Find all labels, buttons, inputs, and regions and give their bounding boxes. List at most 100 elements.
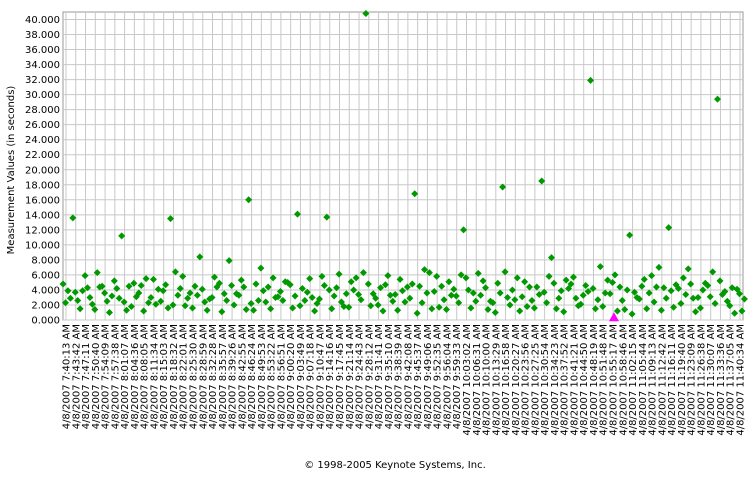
x-tick-label: 4/8/2007 11:40:34 AM: [736, 324, 747, 436]
data-point: [464, 286, 472, 294]
data-point: [88, 300, 96, 308]
data-point: [103, 297, 111, 305]
x-tick-label: 4/8/2007 7:40:13 AM: [62, 324, 73, 429]
data-point: [213, 283, 221, 291]
data-point: [115, 294, 123, 302]
data-point: [684, 265, 692, 273]
x-tick-label: 4/8/2007 8:49:53 AM: [257, 324, 268, 429]
data-point: [125, 282, 133, 290]
data-point: [120, 298, 128, 306]
data-point: [186, 289, 194, 297]
data-point: [384, 272, 392, 280]
data-point: [203, 306, 211, 314]
x-tick-label: 4/8/2007 8:56:51 AM: [276, 324, 287, 429]
data-point: [599, 302, 607, 310]
data-point: [167, 215, 175, 223]
data-point: [381, 281, 389, 289]
y-tick-label: 12.000: [25, 225, 60, 236]
data-point: [79, 287, 87, 295]
data-point: [279, 296, 287, 304]
data-point: [162, 281, 170, 289]
data-point: [584, 287, 592, 295]
footer: © 1998-2005 Keynote Systems, Inc.: [304, 460, 486, 471]
data-point: [269, 274, 277, 282]
x-tick-label: 4/8/2007 9:56:04 AM: [442, 324, 453, 429]
data-point: [71, 288, 79, 296]
data-point: [154, 285, 162, 293]
data-point: [64, 287, 72, 295]
data-point: [499, 183, 507, 191]
x-tick-label: 4/8/2007 9:10:47 AM: [315, 324, 326, 429]
data-point: [257, 264, 265, 272]
data-point: [169, 301, 177, 309]
data-point: [377, 284, 385, 292]
data-point: [626, 231, 634, 239]
data-point: [640, 275, 648, 283]
data-point: [323, 213, 331, 221]
data-point: [208, 293, 216, 301]
data-point: [440, 296, 448, 304]
y-tick-label: 32.000: [25, 75, 60, 86]
data-point: [474, 269, 482, 277]
x-tick-label: 4/8/2007 8:08:05 AM: [140, 324, 151, 429]
data-point: [430, 287, 438, 295]
data-point: [145, 299, 153, 307]
data-point: [628, 310, 636, 318]
x-tick-label: 4/8/2007 10:27:25 AM: [530, 324, 541, 436]
data-point: [665, 224, 673, 232]
data-point: [655, 263, 663, 271]
data-point: [201, 298, 209, 306]
x-tick-label: 4/8/2007 7:47:11 AM: [81, 324, 92, 429]
data-point: [230, 301, 238, 309]
data-point: [362, 10, 370, 18]
x-tick-label: 4/8/2007 11:09:13 AM: [648, 324, 659, 436]
data-point: [736, 290, 744, 298]
data-point: [608, 312, 619, 322]
x-tick-label: 4/8/2007 9:00:20 AM: [286, 324, 297, 429]
data-point: [682, 290, 690, 298]
x-tick-label: 4/8/2007 8:15:03 AM: [159, 324, 170, 429]
data-point: [496, 289, 504, 297]
data-point: [301, 296, 309, 304]
x-tick-label: 4/8/2007 9:31:41 AM: [374, 324, 385, 429]
x-tick-label: 4/8/2007 10:16:58 AM: [501, 324, 512, 436]
data-point: [425, 269, 433, 277]
x-tick-label: 4/8/2007 11:02:15 AM: [628, 324, 639, 436]
data-point: [711, 299, 719, 307]
data-point: [442, 305, 450, 313]
y-tick-label: 34.000: [25, 60, 60, 71]
data-point: [389, 297, 397, 305]
y-tick-label: 14.000: [25, 210, 60, 221]
data-point: [262, 298, 270, 306]
data-point: [582, 281, 590, 289]
data-point: [113, 284, 121, 292]
data-point: [469, 289, 477, 297]
data-point: [174, 291, 182, 299]
data-point: [433, 272, 441, 280]
data-point: [579, 291, 587, 299]
data-point: [687, 280, 695, 288]
data-point: [613, 307, 621, 315]
data-point: [550, 279, 558, 287]
data-point: [264, 283, 272, 291]
x-tick-label: 4/8/2007 8:42:55 AM: [237, 324, 248, 429]
data-point: [552, 305, 560, 313]
x-tick-label: 4/8/2007 9:24:43 AM: [355, 324, 366, 429]
x-tick-label: 4/8/2007 9:14:16 AM: [325, 324, 336, 429]
data-point: [420, 266, 428, 274]
data-point: [403, 283, 411, 291]
data-point: [188, 304, 196, 312]
data-point: [731, 309, 739, 317]
data-point: [237, 276, 245, 284]
x-tick-label: 4/8/2007 8:32:28 AM: [208, 324, 219, 429]
data-point: [560, 308, 568, 316]
data-point: [540, 288, 548, 296]
data-point: [330, 292, 338, 300]
x-tick-label: 4/8/2007 9:07:18 AM: [306, 324, 317, 429]
data-point: [721, 287, 729, 295]
x-tick-label: 4/8/2007 10:10:00 AM: [482, 324, 493, 436]
data-point: [276, 287, 284, 295]
x-tick-label: 4/8/2007 8:11:34 AM: [149, 324, 160, 429]
data-point: [320, 281, 328, 289]
